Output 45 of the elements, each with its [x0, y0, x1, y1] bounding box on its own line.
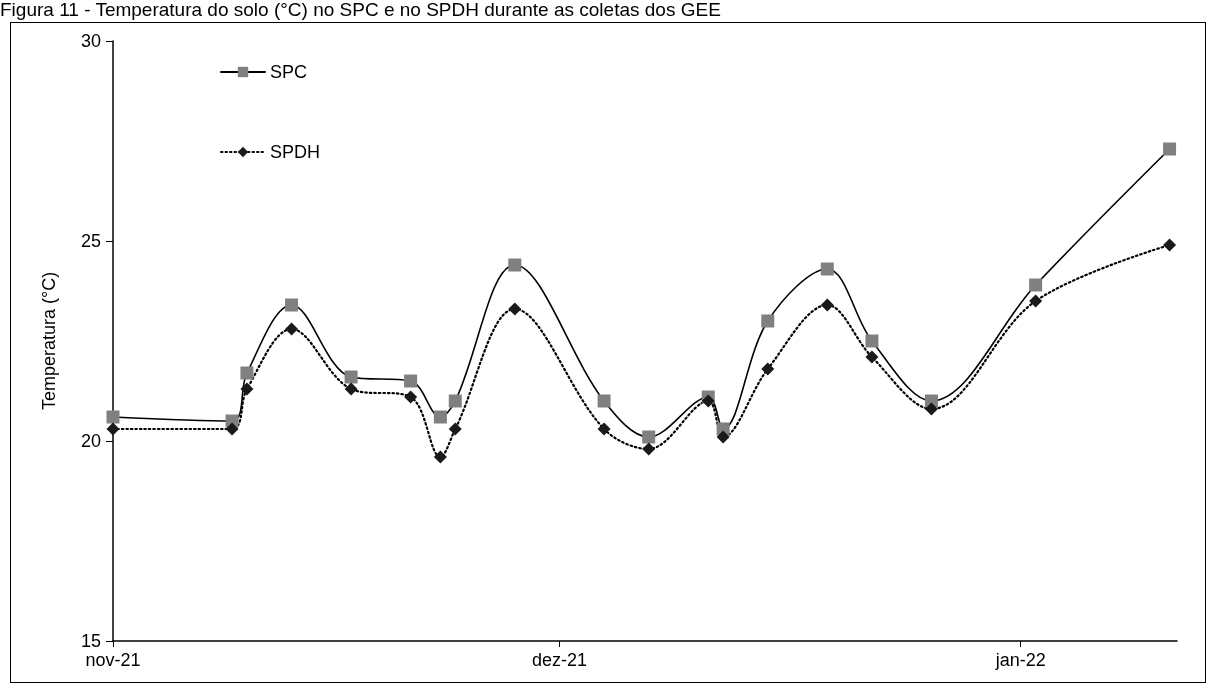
point [1163, 238, 1177, 252]
point [448, 422, 462, 436]
point [106, 410, 120, 424]
point [404, 390, 418, 404]
point [433, 410, 447, 424]
point [716, 430, 730, 444]
point [508, 258, 522, 272]
point [820, 298, 834, 312]
point [285, 322, 299, 336]
point [701, 394, 715, 408]
x-tick-label: nov-21 [85, 650, 141, 670]
y-tick-label: 20 [80, 431, 101, 451]
y-axis-title: Temperatura (°C) [39, 271, 59, 411]
point [508, 302, 522, 316]
x-tick-label: dez-21 [531, 650, 587, 670]
legend-label: SPDH [270, 142, 321, 162]
point [225, 422, 239, 436]
point [240, 382, 254, 396]
point [433, 450, 447, 464]
point [344, 382, 358, 396]
point [761, 362, 775, 376]
point [404, 374, 418, 388]
point [642, 442, 656, 456]
point [448, 394, 462, 408]
point [597, 394, 611, 408]
point [240, 366, 254, 380]
y-tick-label: 15 [80, 631, 101, 651]
point [1029, 278, 1043, 292]
point [642, 430, 656, 444]
y-tick-label: 25 [80, 231, 101, 251]
point [344, 370, 358, 384]
point [865, 350, 879, 364]
point [820, 262, 834, 276]
chart-title: Figura 11 - Temperatura do solo (°C) no SPC e no SPDH durante as coletas dos GEE [0, 0, 722, 22]
point [1029, 294, 1043, 308]
point [597, 422, 611, 436]
legend-label: SPC [270, 62, 308, 82]
x-tick-label: jan-22 [994, 650, 1046, 670]
point [285, 298, 299, 312]
point [106, 422, 120, 436]
point [761, 314, 775, 328]
point [865, 334, 879, 348]
point [1163, 142, 1177, 156]
point [924, 402, 938, 416]
y-tick-label: 30 [80, 31, 101, 51]
